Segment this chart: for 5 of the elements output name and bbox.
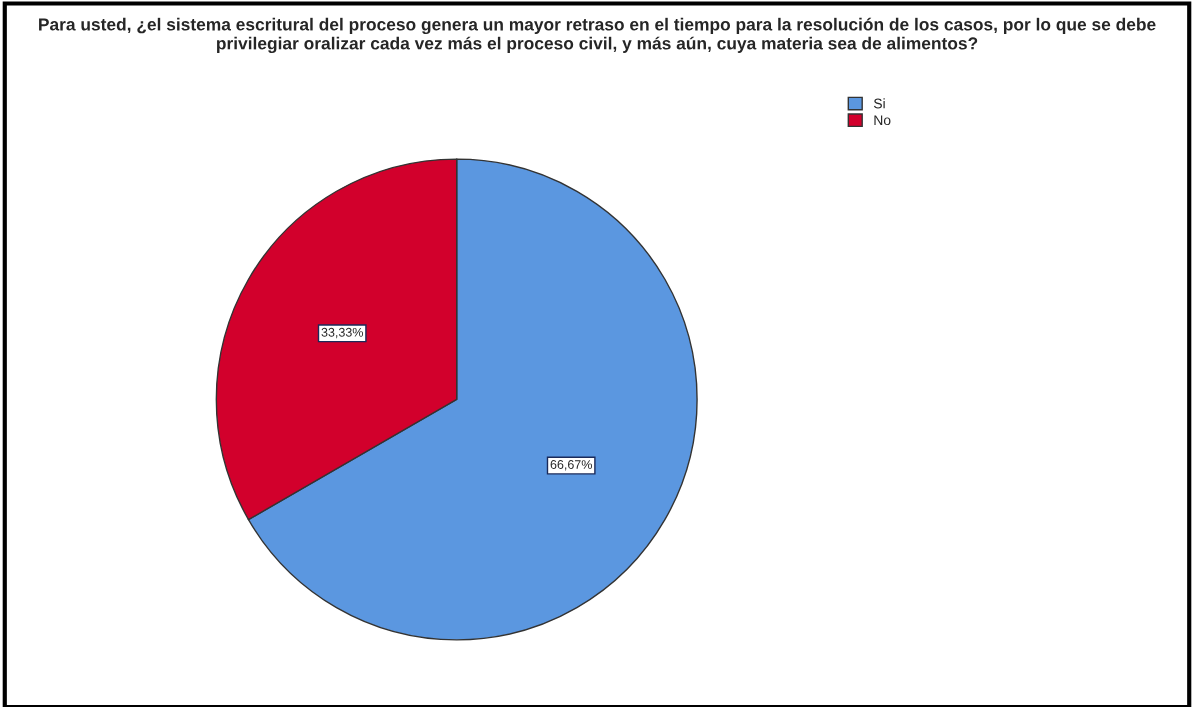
data-label: 66,67% <box>550 460 592 471</box>
chart-title: Para usted, ¿el sistema escritural del proceso genera un mayor retraso en el tiempo para la resolución de los casos, por lo que se debe privilegiar oralizar cada vez más el proceso civil, y más aún, cuya materia sea de alimentos? <box>39 17 1156 54</box>
data-label: 33,33% <box>321 327 363 339</box>
legend-label: No <box>874 115 891 126</box>
legend-label: Si <box>873 98 885 109</box>
